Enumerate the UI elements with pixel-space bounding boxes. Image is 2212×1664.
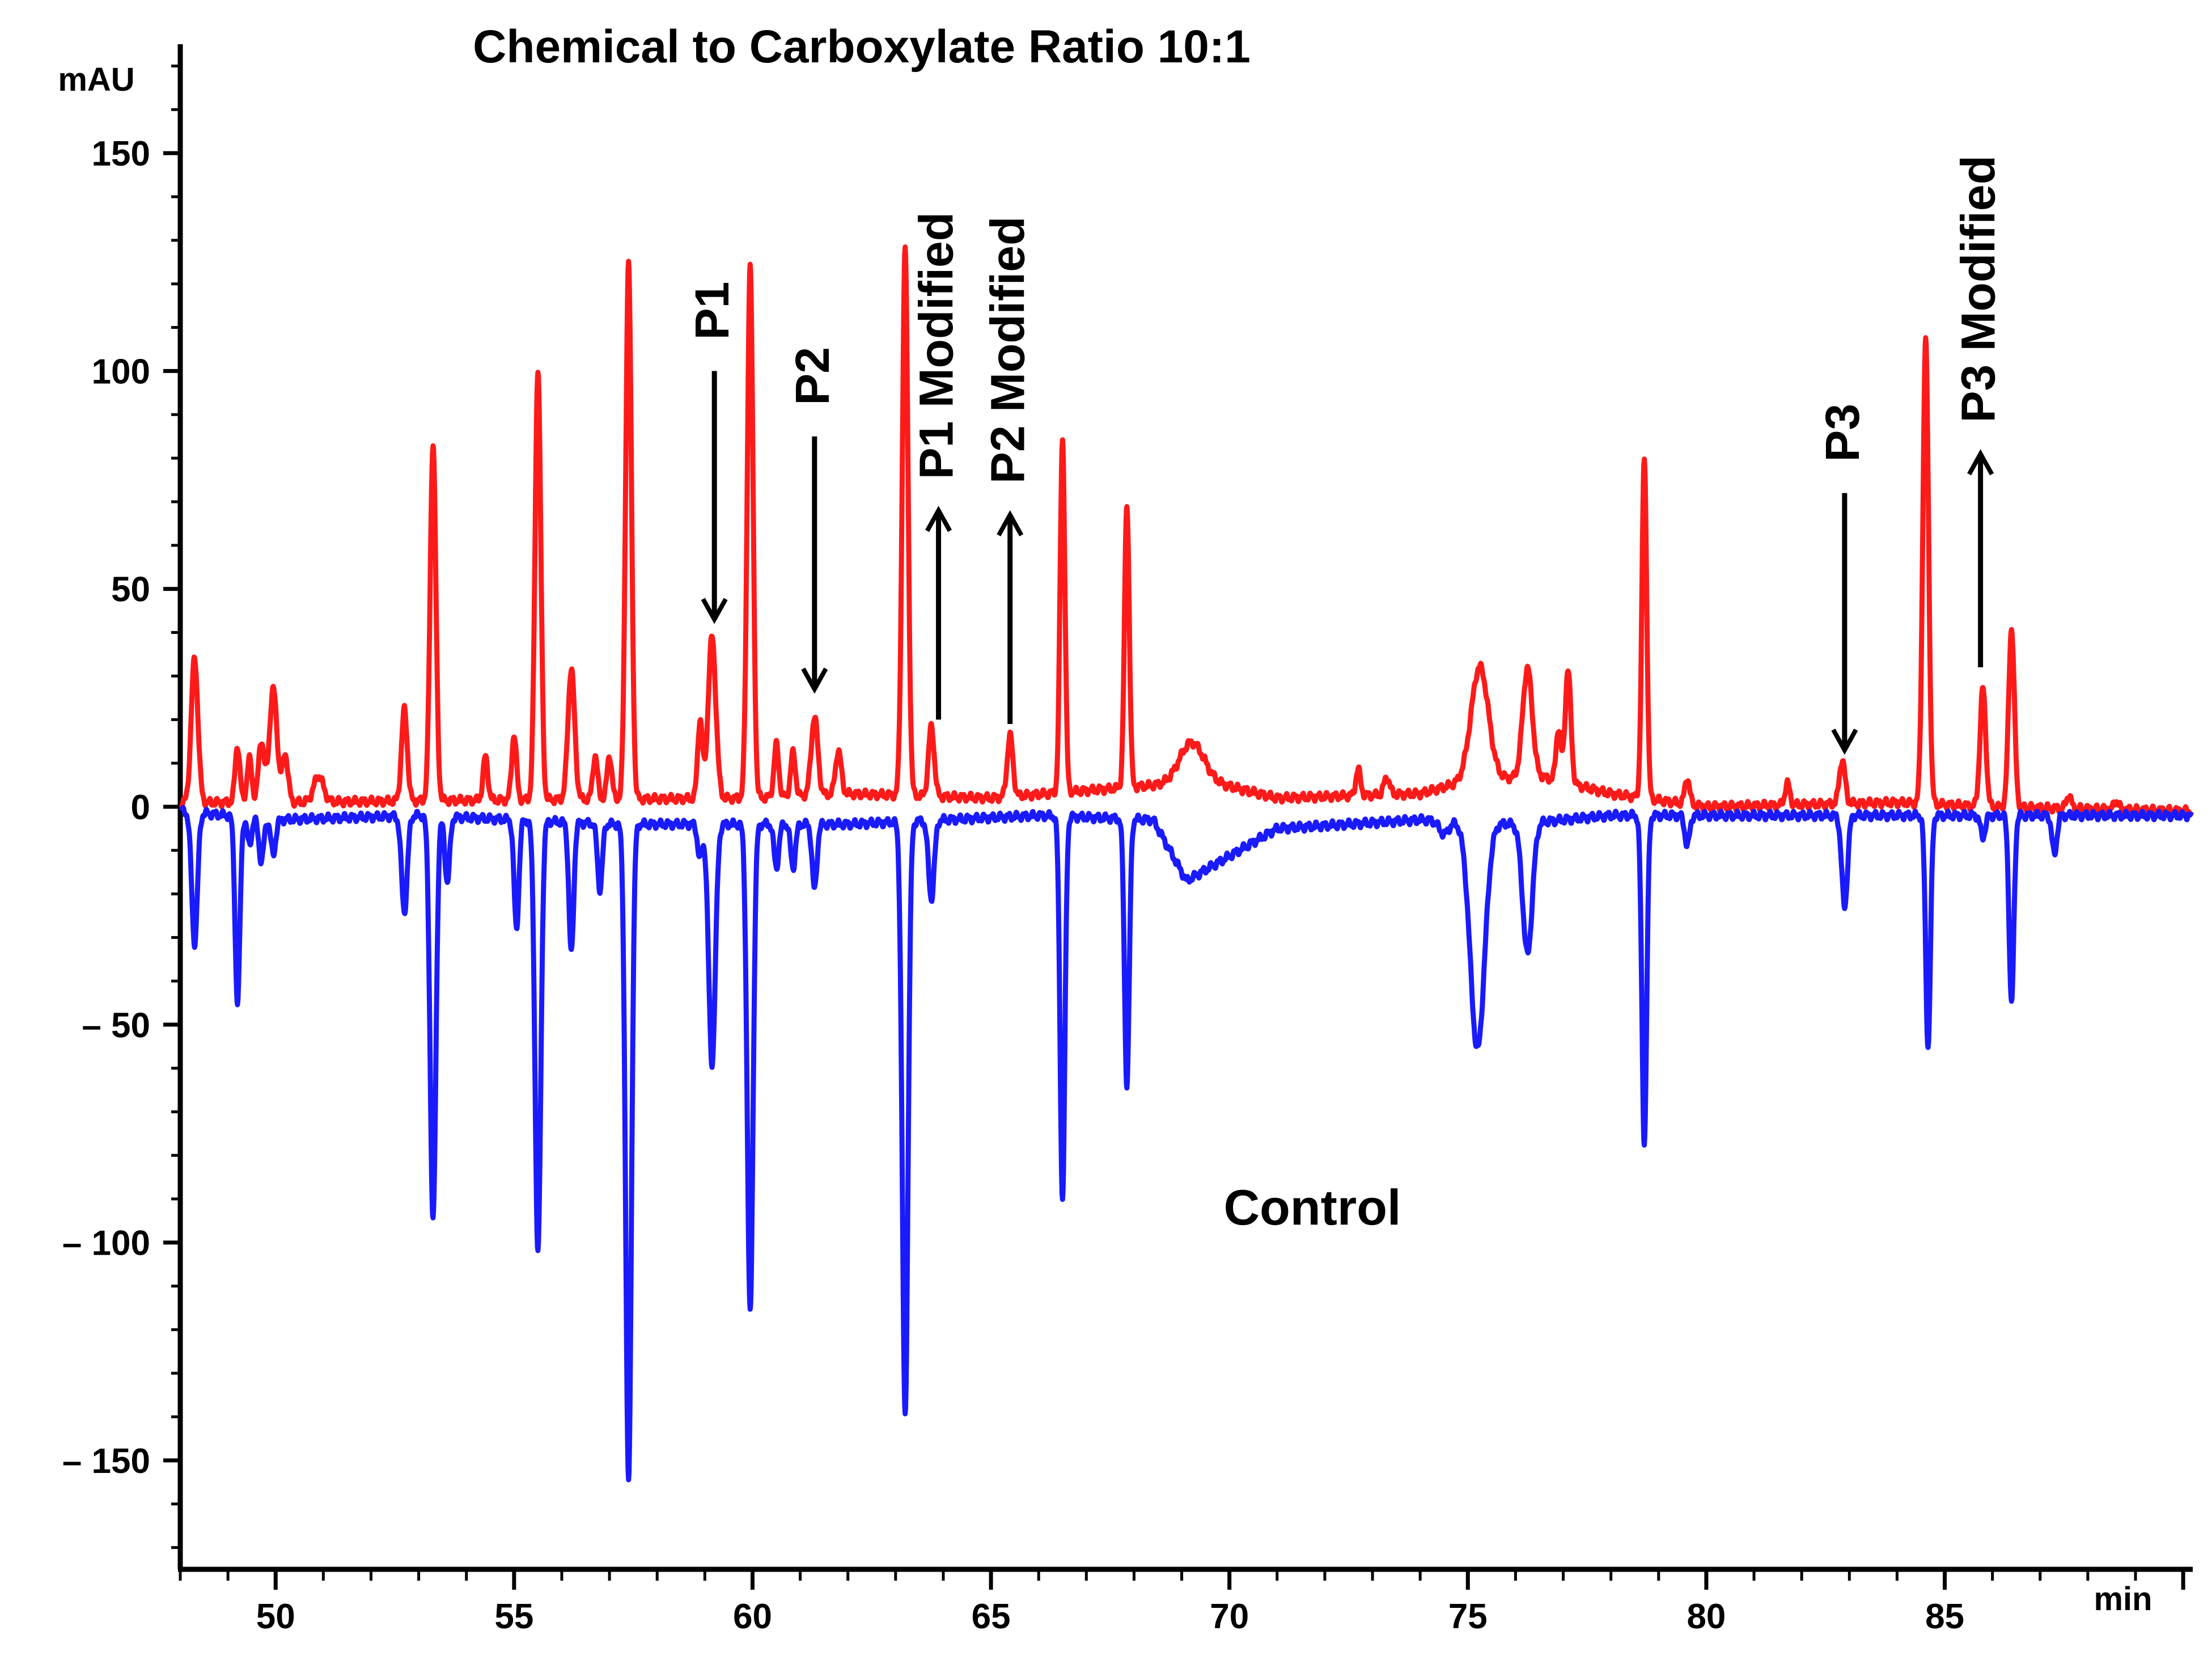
x-axis-label: min bbox=[2094, 1581, 2152, 1618]
tick-marks bbox=[163, 64, 2185, 1590]
x-tick-label: 50 bbox=[256, 1597, 295, 1636]
annotation-p2: P2 bbox=[786, 347, 839, 694]
annotation-arrow-head bbox=[997, 510, 1024, 536]
x-tick-label: 80 bbox=[1686, 1597, 1726, 1636]
y-tick-label: 50 bbox=[111, 570, 150, 609]
annotation-layer: P1 P2 P1 Modified P2 Modified P3 P3 Modified bbox=[685, 155, 2005, 755]
annotation-arrow-head bbox=[1967, 449, 1994, 476]
annotation-arrow-head bbox=[1831, 729, 1858, 755]
annotation-arrow-head bbox=[801, 667, 828, 694]
x-tick-label: 65 bbox=[972, 1597, 1011, 1636]
x-tick-label: 60 bbox=[733, 1597, 772, 1636]
annotation-p3: P3 bbox=[1816, 404, 1869, 755]
annotation-arrow-head bbox=[701, 598, 728, 624]
x-tick-label: 70 bbox=[1210, 1597, 1249, 1636]
y-tick-label: 100 bbox=[92, 352, 150, 391]
annotation-p3-modified: P3 Modified bbox=[1952, 155, 2005, 668]
annotation-label: P1 bbox=[685, 282, 739, 340]
sample-trace-line bbox=[179, 244, 2194, 818]
annotation-label: P2 bbox=[786, 347, 839, 405]
annotation-arrow-head bbox=[925, 506, 952, 532]
x-tick-label: 85 bbox=[1925, 1597, 1964, 1636]
series-layer bbox=[179, 244, 2194, 1483]
annotation-label: P3 Modified bbox=[1952, 155, 2005, 422]
y-tick-label: – 100 bbox=[62, 1224, 150, 1263]
annotation-p1-modified: P1 Modified bbox=[910, 212, 963, 720]
annotation-label: P2 Modified bbox=[981, 217, 1035, 484]
x-tick-label: 75 bbox=[1448, 1597, 1488, 1636]
annotation-label: P3 bbox=[1816, 404, 1869, 462]
tick-labels: 50 55 60 65 70 75 80 85 150 100 50 0 – 50 – 100 – 150 bbox=[62, 134, 1964, 1636]
y-tick-label: – 150 bbox=[62, 1442, 150, 1481]
control-trace-line bbox=[179, 805, 2194, 1483]
y-tick-label: – 50 bbox=[82, 1006, 150, 1045]
chart-title: Chemical to Carboxylate Ratio 10:1 bbox=[473, 21, 1251, 73]
annotation-p2-modified: P2 Modified bbox=[981, 217, 1035, 724]
control-label: Control bbox=[1224, 1179, 1401, 1235]
annotation-label: P1 Modified bbox=[910, 212, 963, 479]
x-tick-label: 55 bbox=[494, 1597, 533, 1636]
y-tick-label: 0 bbox=[131, 788, 150, 827]
y-axis-label: mAU bbox=[58, 61, 134, 98]
annotation-p1: P1 bbox=[685, 282, 739, 624]
y-tick-label: 150 bbox=[92, 134, 150, 173]
